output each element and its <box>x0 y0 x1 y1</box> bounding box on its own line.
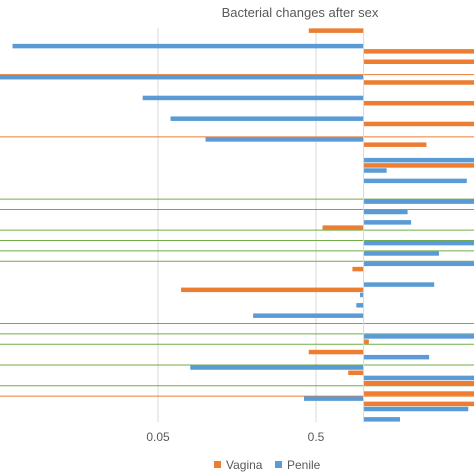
bar-vagina-36 <box>363 401 474 407</box>
bar-penile-25 <box>360 292 364 298</box>
bar-vagina-13 <box>363 163 474 168</box>
bar-penile-8 <box>170 116 364 121</box>
bar-vagina-31 <box>308 349 364 355</box>
bar-penile-14 <box>363 178 467 184</box>
bar-vagina-11 <box>363 142 427 147</box>
bar-penile-35 <box>304 396 364 401</box>
bar-vagina-9 <box>363 121 474 127</box>
bar-penile-20 <box>363 240 474 246</box>
bar-vagina-30 <box>363 339 369 344</box>
bar-vagina-3 <box>363 59 474 64</box>
bar-vagina-23 <box>352 266 364 272</box>
bar-penile-36 <box>363 406 469 412</box>
bar-penile-13 <box>363 168 387 173</box>
bar-penile-6 <box>142 95 364 101</box>
x-axis-ticks: 0.05 0.5 <box>146 430 324 444</box>
bar-penile-21 <box>363 251 439 256</box>
bar-vagina-34 <box>363 380 474 386</box>
legend-label-vagina: Vagina <box>226 458 263 472</box>
legend-swatch-vagina <box>214 461 221 468</box>
bar-penile-18 <box>363 220 412 225</box>
bar-penile-26 <box>356 303 364 308</box>
bar-penile-32 <box>190 365 364 370</box>
reference-lines <box>0 74 474 397</box>
bar-penile-22 <box>363 261 474 267</box>
bar-penile-31 <box>363 354 430 360</box>
bar-vagina-25 <box>181 287 364 293</box>
bar-penile-27 <box>253 313 364 318</box>
bar-penile-24 <box>363 282 435 287</box>
gridlines <box>157 28 317 422</box>
bar-penile-1 <box>12 43 364 49</box>
bar-penile-17 <box>363 209 408 215</box>
bar-penile-29 <box>363 334 474 339</box>
bar-penile-16 <box>363 199 474 204</box>
chart-title: Bacterial changes after sex <box>222 5 379 20</box>
bar-vagina-2 <box>363 49 474 54</box>
legend: Vagina Penile <box>214 458 321 472</box>
bar-penile-37 <box>363 417 400 422</box>
bar-vagina-35 <box>363 391 474 396</box>
legend-label-penile: Penile <box>287 458 321 472</box>
bar-vagina-19 <box>322 225 364 230</box>
x-tick-label-1: 0.5 <box>308 430 325 444</box>
bar-penile-4 <box>0 74 364 80</box>
bar-vagina-0 <box>308 28 364 33</box>
bars <box>0 28 474 422</box>
bar-vagina-5 <box>363 80 474 85</box>
x-tick-label-0: 0.05 <box>146 430 170 444</box>
bar-penile-12 <box>363 157 474 163</box>
bar-vagina-33 <box>348 370 364 376</box>
legend-swatch-penile <box>275 461 282 468</box>
bar-vagina-7 <box>363 100 474 106</box>
bar-penile-33 <box>363 375 474 381</box>
bar-penile-10 <box>205 137 364 142</box>
